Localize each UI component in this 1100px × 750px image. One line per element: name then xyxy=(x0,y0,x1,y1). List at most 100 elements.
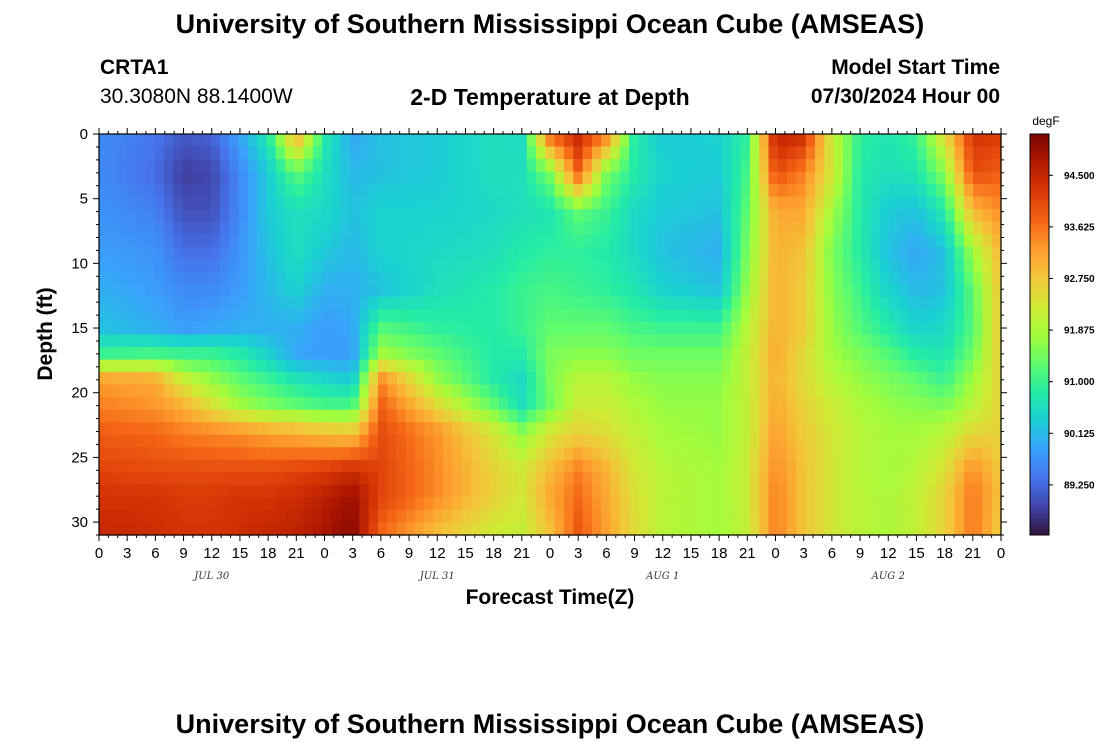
heatmap-cell xyxy=(647,234,658,248)
heatmap-cell xyxy=(954,522,965,536)
heatmap-cell xyxy=(852,321,863,336)
heatmap-cell xyxy=(610,447,621,461)
heatmap-cell xyxy=(284,372,295,386)
heatmap-cell xyxy=(461,146,472,160)
heatmap-cell xyxy=(415,372,426,386)
heatmap-cell xyxy=(722,509,732,524)
heatmap-cell xyxy=(722,196,732,210)
heatmap-cell xyxy=(582,234,593,248)
heatmap-cell xyxy=(126,422,137,436)
heatmap-cell xyxy=(154,509,165,524)
heatmap-cell xyxy=(963,472,974,486)
heatmap-cell xyxy=(266,359,277,373)
heatmap-cell xyxy=(173,146,184,160)
heatmap-cell xyxy=(545,347,556,361)
heatmap-cell xyxy=(396,309,407,323)
heatmap-cell xyxy=(238,259,249,273)
heatmap-cell xyxy=(461,509,472,524)
heatmap-cell xyxy=(991,271,1002,285)
heatmap-cell xyxy=(591,259,602,273)
heatmap-cell xyxy=(405,509,416,524)
heatmap-cell xyxy=(164,509,174,524)
heatmap-cell xyxy=(526,359,537,373)
heatmap-cell xyxy=(908,434,918,448)
heatmap-cell xyxy=(749,159,760,173)
heatmap-cell xyxy=(656,422,667,436)
heatmap-cell xyxy=(991,309,1002,323)
heatmap-cell xyxy=(191,372,202,386)
heatmap-cell xyxy=(480,321,491,336)
heatmap-cell xyxy=(452,259,463,273)
heatmap-cell xyxy=(350,134,360,148)
heatmap-cell xyxy=(963,134,974,148)
heatmap-cell xyxy=(898,334,909,348)
heatmap-cell xyxy=(136,447,147,461)
heatmap-cell xyxy=(880,497,891,511)
heatmap-cell xyxy=(247,209,258,223)
heatmap-cell xyxy=(405,334,416,348)
heatmap-cell xyxy=(824,497,835,511)
heatmap-cell xyxy=(722,472,732,486)
heatmap-cell xyxy=(610,209,621,223)
heatmap-cell xyxy=(694,171,705,185)
heatmap-cell xyxy=(266,372,277,386)
heatmap-cell xyxy=(573,409,584,423)
heatmap-cell xyxy=(164,347,174,361)
heatmap-cell xyxy=(108,259,119,273)
heatmap-cell xyxy=(833,146,844,160)
heatmap-cell xyxy=(201,347,212,361)
heatmap-cell xyxy=(377,234,388,248)
heatmap-cell xyxy=(647,409,658,423)
heatmap-cell xyxy=(759,347,770,361)
heatmap-cell xyxy=(582,484,593,499)
heatmap-cell xyxy=(908,484,918,499)
heatmap-cell xyxy=(126,171,137,185)
heatmap-cell xyxy=(582,221,593,235)
heatmap-cell xyxy=(461,384,472,398)
heatmap-cell xyxy=(889,246,900,260)
heatmap-cell xyxy=(945,434,956,448)
heatmap-cell xyxy=(582,271,593,285)
heatmap-cell xyxy=(833,497,844,511)
heatmap-cell xyxy=(461,309,472,323)
heatmap-cell xyxy=(684,509,695,524)
heatmap-cell xyxy=(489,209,500,223)
heatmap-cell xyxy=(99,484,109,499)
heatmap-cell xyxy=(238,146,249,160)
heatmap-cell xyxy=(210,397,221,411)
heatmap-cell xyxy=(461,522,472,536)
heatmap-cell xyxy=(219,334,230,348)
heatmap-cell xyxy=(526,409,537,423)
heatmap-cell xyxy=(861,384,872,398)
heatmap-cell xyxy=(340,522,351,536)
heatmap-cell xyxy=(768,497,779,511)
heatmap-cell xyxy=(173,171,184,185)
heatmap-cell xyxy=(210,196,221,210)
heatmap-cell xyxy=(210,159,221,173)
heatmap-cell xyxy=(852,372,863,386)
heatmap-cell xyxy=(247,434,258,448)
heatmap-cell xyxy=(238,171,249,185)
heatmap-cell xyxy=(415,447,426,461)
heatmap-cell xyxy=(684,359,695,373)
heatmap-cell xyxy=(229,209,240,223)
heatmap-cell xyxy=(173,509,184,524)
heatmap-cell xyxy=(164,246,174,260)
heatmap-cell xyxy=(833,234,844,248)
heatmap-cell xyxy=(470,409,481,423)
heatmap-cell xyxy=(396,397,407,411)
heatmap-cell xyxy=(508,221,519,235)
heatmap-cell xyxy=(331,271,342,285)
heatmap-cell xyxy=(619,397,630,411)
heatmap-cell xyxy=(433,347,444,361)
colorbar-tick-label: 89.250 xyxy=(1064,480,1095,491)
heatmap-cell xyxy=(219,309,230,323)
heatmap-cell xyxy=(554,384,565,398)
heatmap-cell xyxy=(331,397,342,411)
heatmap-cell xyxy=(768,221,779,235)
heatmap-cell xyxy=(982,271,993,285)
heatmap-cell xyxy=(582,347,593,361)
heatmap-cell xyxy=(991,259,1002,273)
heatmap-cell xyxy=(749,271,760,285)
heatmap-cell xyxy=(136,309,147,323)
